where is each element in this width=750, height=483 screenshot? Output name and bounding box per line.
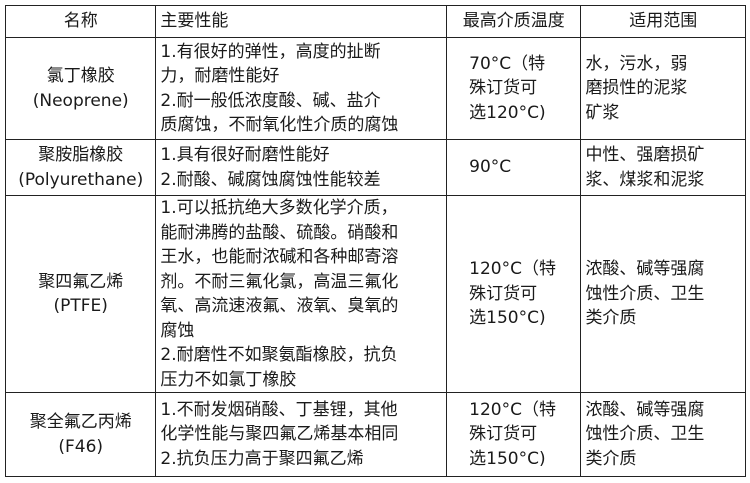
temperature-cell: 70°C（特 殊订货可选120°C)	[446, 37, 582, 140]
cell-text-line: 2.耐磨性不如聚氨酯橡胶，抗负	[160, 345, 398, 365]
scope-cell: 水，污水，弱 磨损性的泥浆 矿浆	[580, 37, 746, 140]
header-name: 名称	[4, 5, 157, 38]
cell-text-line: 70°C（特	[469, 53, 546, 74]
cell-text-line: 腐蚀	[160, 320, 195, 341]
header-row: 名称 主要性能 最高介质温度 适用范围	[4, 5, 746, 38]
cell-text-line: 90°C	[469, 157, 512, 178]
cell-text-line: 聚四氟乙烯	[38, 271, 124, 292]
temperature-cell: 120°C（特 殊订货可选150°C)	[446, 195, 582, 393]
scope-cell: 浓酸、碱等强腐 蚀性介质、卫生 类介质	[580, 195, 746, 393]
performance-cell: 1.具有很好耐磨性能好 2.耐酸、碱腐蚀腐蚀性能较差	[155, 139, 448, 196]
cell-text-line: 2.耐一般低浓度酸、碱、盐介	[160, 90, 381, 111]
cell-text-line: 浓酸、碱等强腐	[585, 259, 705, 280]
cell-text-line: 1.具有很好耐磨性能好	[160, 145, 330, 165]
cell-text-line: 中性、强磨损矿	[585, 145, 705, 165]
cell-text-line: 类介质	[585, 448, 637, 469]
cell-text-line: 氧、高流速液氟、液氧、臭氧的	[160, 296, 399, 316]
cell-text-line: 水，污水，弱	[585, 53, 688, 74]
cell-text-line: (F46)	[58, 436, 104, 457]
cell-text-line: 120°C（特	[469, 399, 556, 420]
cell-text-line: 1.有很好的弹性，高度的扯断	[160, 41, 381, 62]
scope-cell: 浓酸、碱等强腐 蚀性介质、卫生 类介质	[580, 392, 746, 477]
material-name-cell: 聚四氟乙烯 (PTFE)	[4, 195, 157, 393]
cell-text-line: 力，耐磨性能好	[160, 66, 280, 86]
cell-text-line: 殊订货可	[469, 78, 538, 99]
cell-text-line: 浆、煤浆和泥浆	[585, 169, 705, 190]
header-scope: 适用范围	[580, 5, 746, 38]
cell-text-line: 磨损性的泥浆	[585, 78, 688, 99]
scope-cell: 中性、强磨损矿 浆、煤浆和泥浆	[580, 139, 746, 196]
material-name-cell: 聚胺脂橡胶 (Polyurethane)	[4, 139, 157, 196]
cell-text-line: 化学性能与聚四氟乙烯基本相同	[160, 424, 399, 445]
cell-text-line: 矿浆	[585, 102, 620, 123]
cell-text-line: (Neoprene)	[32, 90, 129, 111]
cell-text-line: 1.不耐发烟硝酸、丁基锂，其他	[160, 399, 398, 420]
table-row: 聚全氟乙丙烯 (F46) 1.不耐发烟硝酸、丁基锂，其他 化学性能与聚四氟乙烯基本相同…	[4, 392, 746, 477]
cell-text-line: 120°C（特	[469, 259, 556, 280]
cell-text-line: 选150°C)	[469, 308, 546, 329]
cell-text-line: 殊订货可	[469, 424, 538, 445]
header-performance: 主要性能	[155, 5, 448, 38]
material-comparison-table: 名称 主要性能 最高介质温度 适用范围 氯丁橡胶 (Neoprene) 1.有很好的…	[4, 5, 746, 477]
cell-text-line: 2.抗负压力高于聚四氟乙烯	[160, 448, 364, 469]
cell-text-line: (PTFE)	[53, 296, 108, 316]
cell-text-line: (Polyurethane)	[18, 169, 144, 190]
cell-text-line: 氯丁橡胶	[46, 66, 115, 86]
cell-text-line: 压力不如氯丁橡胶	[160, 369, 297, 390]
cell-text-line: 蚀性介质、卫生	[585, 283, 705, 304]
cell-text-line: 质腐蚀，不耐氧化性介质的腐蚀	[160, 115, 399, 135]
material-name-cell: 氯丁橡胶 (Neoprene)	[4, 37, 157, 140]
header-temperature: 最高介质温度	[446, 5, 582, 38]
cell-text-line: 聚全氟乙丙烯	[29, 412, 132, 432]
cell-text-line: 类介质	[585, 308, 637, 329]
material-name-cell: 聚全氟乙丙烯 (F46)	[4, 392, 157, 477]
table-row: 聚胺脂橡胶 (Polyurethane) 1.具有很好耐磨性能好 2.耐酸、碱腐蚀腐蚀…	[4, 139, 746, 196]
cell-text-line: 选120°C)	[469, 102, 546, 123]
cell-text-line: 聚胺脂橡胶	[38, 145, 124, 165]
temperature-cell: 120°C（特 殊订货可选150°C)	[446, 392, 582, 477]
performance-cell: 1.可以抵抗绝大多数化学介质， 能耐沸腾的盐酸、硫酸。硝酸和 王水，也能耐浓碱和各种…	[155, 195, 448, 393]
performance-cell: 1.不耐发烟硝酸、丁基锂，其他 化学性能与聚四氟乙烯基本相同 2.抗负压力高于聚四氟…	[155, 392, 448, 477]
performance-cell: 1.有很好的弹性，高度的扯断 力，耐磨性能好 2.耐一般低浓度酸、碱、盐介 质腐蚀，不…	[155, 37, 448, 140]
cell-text-line: 蚀性介质、卫生	[585, 424, 705, 445]
cell-text-line: 2.耐酸、碱腐蚀腐蚀性能较差	[160, 169, 381, 190]
cell-text-line: 殊订货可	[469, 283, 538, 304]
cell-text-line: 浓酸、碱等强腐	[585, 399, 705, 420]
cell-text-line: 王水，也能耐浓碱和各种邮寄溶	[160, 247, 399, 267]
cell-text-line: 1.可以抵抗绝大多数化学介质，	[160, 198, 398, 218]
cell-text-line: 剂。不耐三氟化氯，高温三氟化	[160, 271, 399, 292]
cell-text-line: 选150°C)	[469, 448, 546, 469]
table-row: 氯丁橡胶 (Neoprene) 1.有很好的弹性，高度的扯断 力，耐磨性能好 2.耐一般…	[4, 37, 746, 140]
table-row: 聚四氟乙烯 (PTFE) 1.可以抵抗绝大多数化学介质， 能耐沸腾的盐酸、硫酸。硝酸和…	[4, 195, 746, 393]
temperature-cell: 90°C	[446, 139, 582, 196]
cell-text-line: 能耐沸腾的盐酸、硫酸。硝酸和	[160, 222, 399, 243]
